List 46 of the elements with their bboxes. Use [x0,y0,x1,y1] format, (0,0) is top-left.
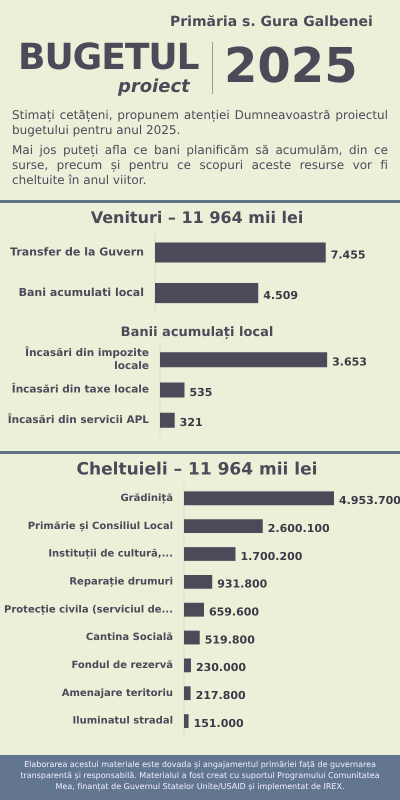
data-label: 3.653 [332,356,367,369]
bar [184,658,191,672]
data-label: 217.800 [196,689,246,702]
data-label: 535 [189,386,212,399]
bar [184,686,191,700]
y-tick-label: Cantina Socială [86,632,173,644]
y-tick-label: Transfer de la Guvern [10,245,144,258]
y-tick-label: Iluminatul stradal [72,716,173,727]
data-label: 659.600 [208,606,260,619]
y-tick-label: Încasări din servicii APL [8,413,150,426]
bar [184,714,189,728]
bar [184,547,236,561]
text: BUGETUL [18,37,199,78]
bar [184,602,204,617]
data-label: 321 [180,416,203,430]
data-label: 519.800 [204,633,256,646]
data-label: 931.800 [217,578,268,591]
bar [184,519,263,534]
chart-title: Cheltuieli – 11 964 mii lei [76,460,318,480]
y-tick-label: Încasări din impozite locale [25,346,149,372]
text: 2025 [224,38,358,94]
chart-title: Venituri – 11 964 mii lei [90,208,304,227]
text: Mai jos puteți afla ce bani planificăm să acumulăm, din ce surse, precum și pentru ce scopuri aceste resurse vor fi cheltuite în anul viitor. [12,143,388,188]
text: Elaborarea acestui materiale este dovada și angajamentul primăriei față de guvernarea transparentă și responsabilă. Materialul a fost creat cu suportul Programului Comunitatea Mea, finanțat de Guvernul Statelor Unite/USAID și implementat de IREX. [0,755,400,800]
data-label: 2.600.100 [268,522,330,536]
data-label: 4.509 [263,288,298,302]
y-tick-label: Amenajare teritoriu [62,688,173,699]
bar [184,491,334,506]
text: Primăria s. Gura Galbenei [170,14,373,30]
y-tick-label: Reparație drumuri [69,576,173,588]
text: Stimați cetățeni, propunem atenției Dumneavoastră proiectul bugetului pentru anul 2025. [12,108,388,138]
y-tick-label: Primărie și Consiliul Local [28,520,173,532]
y-tick-label: Fondul de rezervă [71,660,173,671]
y-tick-label: Bani acumulati local [18,286,144,299]
y-tick-label: Grădiniță [120,492,173,504]
bar [184,630,200,644]
y-tick-label: Instituții de cultură,... [48,548,173,560]
y-tick-label: Protecție civila (serviciul de... [4,604,173,616]
y-tick-label: Încasări din taxe locale [12,382,149,396]
text: proiect [118,76,190,97]
bar [184,574,212,589]
data-label: 1.700.200 [240,550,303,563]
data-label: 230.000 [196,661,246,674]
data-label: 7.455 [330,248,366,262]
data-label: 151.000 [194,716,244,730]
chart-title: Banii acumulați local [120,325,274,340]
